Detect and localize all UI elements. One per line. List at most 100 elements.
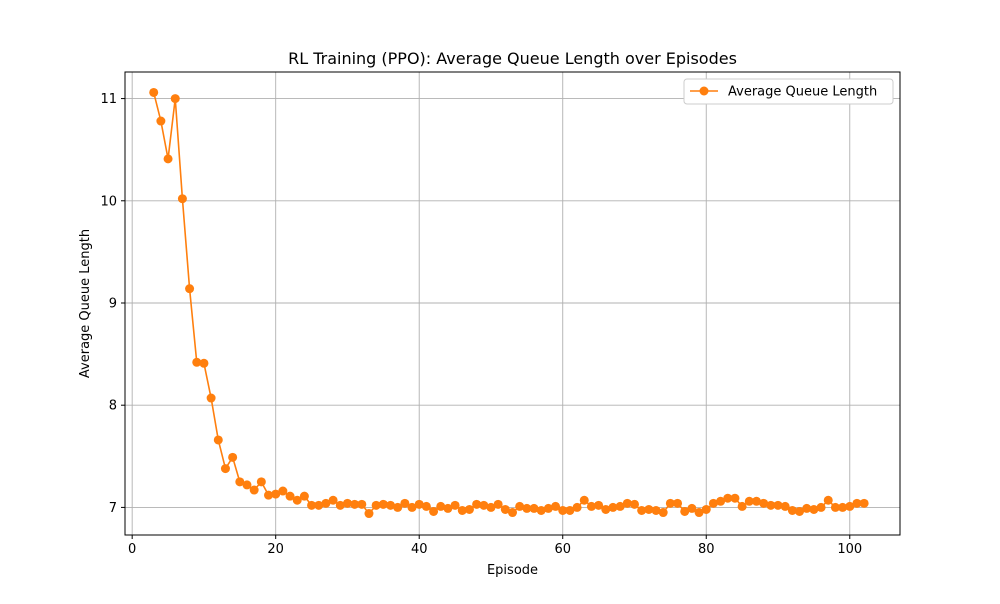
data-point — [220, 464, 230, 474]
data-point — [249, 485, 259, 495]
y-tick-label: 10 — [100, 194, 117, 209]
data-point — [228, 452, 238, 462]
data-point — [823, 495, 833, 505]
data-point — [536, 505, 546, 515]
data-point — [816, 502, 826, 512]
data-point — [436, 501, 446, 511]
data-point — [809, 504, 819, 514]
y-tick-label: 8 — [109, 399, 117, 414]
data-point — [737, 501, 747, 511]
data-point — [464, 504, 474, 514]
data-point — [780, 501, 790, 511]
data-point — [565, 505, 575, 515]
data-point — [572, 502, 582, 512]
data-point — [723, 493, 733, 503]
data-point — [730, 493, 740, 503]
data-point — [701, 504, 711, 514]
data-point — [608, 502, 618, 512]
data-point — [472, 499, 482, 509]
data-point — [335, 500, 345, 510]
data-point — [859, 498, 869, 508]
x-tick-label: 80 — [698, 542, 715, 557]
legend: Average Queue Length — [683, 78, 894, 105]
x-tick-label: 0 — [128, 542, 136, 557]
data-point — [278, 486, 288, 496]
legend-label: Average Queue Length — [728, 85, 877, 100]
y-tick-label: 11 — [100, 92, 117, 107]
data-point — [443, 503, 453, 513]
data-point — [342, 498, 352, 508]
data-point — [716, 496, 726, 506]
x-tick-label: 60 — [554, 542, 571, 557]
series-layer — [149, 87, 869, 519]
data-point — [235, 477, 245, 487]
data-point — [594, 500, 604, 510]
data-point — [551, 501, 561, 511]
data-point — [185, 284, 195, 294]
data-point — [256, 477, 266, 487]
data-point — [766, 500, 776, 510]
data-point — [170, 94, 180, 104]
data-point — [378, 499, 388, 509]
data-point — [486, 502, 496, 512]
data-point — [802, 503, 812, 513]
data-point — [673, 498, 683, 508]
data-point — [515, 501, 525, 511]
data-point — [307, 500, 317, 510]
data-point — [400, 498, 410, 508]
data-point — [665, 498, 675, 508]
data-point — [830, 502, 840, 512]
data-point — [644, 504, 654, 514]
data-point — [529, 503, 539, 513]
data-point — [192, 357, 202, 367]
data-point — [493, 499, 503, 509]
data-point — [586, 501, 596, 511]
x-tick-label: 40 — [411, 542, 428, 557]
data-point — [213, 435, 223, 445]
data-point — [364, 509, 374, 519]
data-point — [522, 503, 532, 513]
data-point — [321, 498, 331, 508]
data-point — [177, 194, 187, 204]
x-tick-label: 100 — [837, 542, 862, 557]
data-point — [543, 503, 553, 513]
data-point — [407, 502, 417, 512]
data-point — [629, 499, 639, 509]
data-point — [371, 500, 381, 510]
data-point — [708, 498, 718, 508]
data-point — [651, 505, 661, 515]
data-point — [680, 506, 690, 516]
data-point — [149, 87, 159, 97]
data-point — [787, 505, 797, 515]
data-point — [299, 491, 309, 501]
data-point — [457, 505, 467, 515]
data-point — [242, 480, 252, 490]
data-point — [357, 499, 367, 509]
data-point — [314, 500, 324, 510]
y-tick-label: 9 — [109, 296, 117, 311]
data-point — [838, 502, 848, 512]
data-point — [658, 508, 668, 518]
data-point — [744, 496, 754, 506]
data-point — [795, 506, 805, 516]
data-point — [694, 508, 704, 518]
data-point — [156, 116, 166, 126]
plot-area-frame — [124, 71, 901, 536]
data-point — [615, 501, 625, 511]
data-point — [163, 154, 173, 164]
data-point — [508, 508, 517, 518]
data-point — [687, 503, 697, 513]
legend-marker-sample — [699, 86, 709, 96]
data-point — [579, 495, 589, 505]
data-point — [450, 500, 460, 510]
y-tick-label: 7 — [109, 501, 117, 516]
data-point — [414, 499, 424, 509]
data-point — [350, 499, 360, 509]
data-point — [622, 498, 632, 508]
legend-box — [683, 78, 894, 105]
chart-title: RL Training (PPO): Average Queue Length … — [288, 49, 737, 68]
axis-ticks: 0 20 40 60 80 100 7 8 9 10 11 — [100, 92, 862, 557]
data-point — [759, 498, 769, 508]
